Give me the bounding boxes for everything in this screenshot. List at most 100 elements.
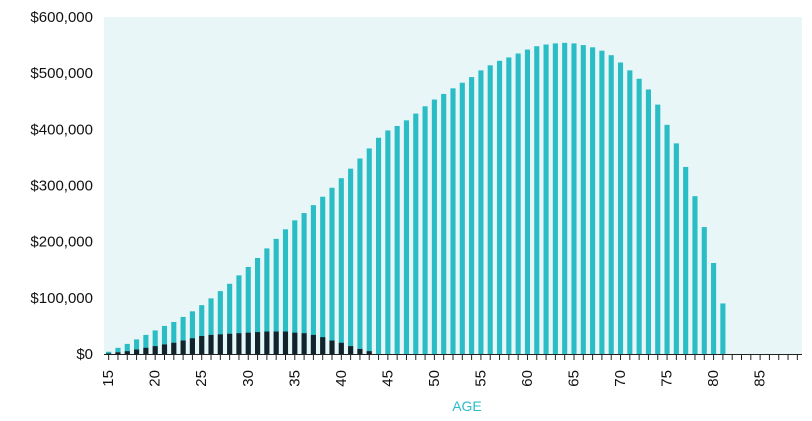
bar-dark bbox=[366, 351, 372, 354]
bar-teal bbox=[152, 330, 158, 354]
bar-teal bbox=[441, 93, 447, 354]
bar-dark bbox=[124, 351, 130, 354]
bar-teal bbox=[534, 46, 540, 354]
bar-teal bbox=[459, 82, 465, 354]
bar-teal bbox=[571, 43, 577, 354]
bar-teal bbox=[161, 325, 168, 354]
bar-teal bbox=[515, 53, 521, 355]
bar-teal bbox=[422, 106, 428, 355]
bar-dark bbox=[348, 346, 354, 354]
bar-teal bbox=[255, 257, 261, 354]
bar-teal bbox=[338, 178, 344, 354]
bar-dark bbox=[301, 333, 307, 354]
x-tick-label: 30 bbox=[240, 370, 257, 387]
bar-teal bbox=[469, 77, 475, 355]
bar-teal bbox=[227, 283, 233, 354]
x-tick-label: 75 bbox=[659, 370, 676, 387]
x-tick-label: 55 bbox=[472, 370, 489, 387]
x-tick-label: 25 bbox=[193, 370, 210, 387]
bar-teal bbox=[487, 65, 493, 354]
y-tick-label: $300,000 bbox=[30, 178, 93, 195]
bar-teal bbox=[357, 158, 363, 354]
bar-teal bbox=[273, 238, 279, 354]
y-tick-label: $600,000 bbox=[30, 9, 93, 26]
y-tick-label: $100,000 bbox=[30, 290, 93, 307]
bar-teal bbox=[282, 229, 289, 354]
bar-dark bbox=[115, 352, 121, 354]
y-tick-label: $500,000 bbox=[30, 65, 93, 82]
bar-teal bbox=[562, 42, 568, 354]
bar-dark bbox=[273, 331, 279, 354]
x-tick-label: 85 bbox=[752, 370, 769, 387]
bar-teal bbox=[106, 351, 112, 354]
bar-dark bbox=[310, 334, 316, 354]
bar-dark bbox=[264, 331, 270, 354]
bar-dark bbox=[208, 334, 214, 354]
bar-dark bbox=[292, 332, 298, 354]
bar-teal bbox=[292, 220, 298, 354]
bar-dark bbox=[245, 332, 251, 354]
bar-teal bbox=[366, 148, 372, 354]
bar-dark bbox=[236, 333, 242, 354]
bar-teal bbox=[301, 213, 307, 354]
bar-teal bbox=[590, 47, 596, 355]
bar-dark bbox=[199, 336, 205, 354]
series-teal-bars bbox=[106, 42, 726, 355]
bar-teal bbox=[143, 334, 149, 354]
bar-dark bbox=[106, 353, 112, 354]
bar-dark bbox=[329, 340, 335, 354]
x-tick-label: 35 bbox=[286, 370, 303, 387]
bar-teal bbox=[636, 78, 642, 355]
bar-teal bbox=[124, 343, 130, 354]
x-tick-label: 60 bbox=[519, 370, 536, 387]
bar-teal bbox=[310, 205, 316, 354]
bar-teal bbox=[720, 303, 726, 354]
bar-teal bbox=[199, 305, 205, 354]
bar-teal bbox=[208, 298, 214, 354]
bar-dark bbox=[180, 340, 186, 354]
bar-teal bbox=[478, 70, 484, 354]
x-tick-label: 20 bbox=[147, 370, 164, 387]
bar-dark bbox=[357, 348, 363, 354]
bar-teal bbox=[394, 125, 400, 354]
x-tick-label: 65 bbox=[565, 370, 582, 387]
bar-dark bbox=[255, 332, 261, 354]
y-tick-label: $200,000 bbox=[30, 234, 93, 251]
bar-teal bbox=[692, 196, 698, 354]
x-tick-label: 70 bbox=[612, 370, 629, 387]
bar-teal bbox=[375, 137, 382, 354]
bar-dark bbox=[161, 344, 168, 354]
bar-teal bbox=[496, 60, 503, 355]
bar-teal bbox=[599, 50, 605, 354]
bar-teal bbox=[645, 89, 651, 354]
bar-teal bbox=[524, 49, 531, 355]
bar-teal bbox=[245, 266, 251, 354]
bar-teal bbox=[115, 347, 121, 354]
bar-teal bbox=[320, 196, 326, 354]
bar-teal bbox=[664, 124, 670, 354]
series-dark-bars bbox=[106, 331, 372, 354]
y-tick-label: $400,000 bbox=[30, 121, 93, 138]
x-tick-label: 40 bbox=[333, 370, 350, 387]
bar-dark bbox=[134, 349, 140, 354]
bar-teal bbox=[543, 44, 549, 354]
bar-teal bbox=[683, 166, 689, 354]
bar-dark bbox=[171, 342, 177, 354]
bar-teal bbox=[701, 227, 707, 354]
bar-dark bbox=[282, 331, 289, 354]
bar-teal bbox=[329, 187, 335, 354]
y-axis: $0 $100,000 $200,000 $300,000 $400,000 $500,0… bbox=[30, 9, 93, 363]
x-axis-ticks bbox=[108, 354, 798, 360]
bar-teal bbox=[217, 291, 223, 354]
x-axis-labels: 15 20 25 30 35 40 45 50 55 60 65 70 75 80 85 bbox=[100, 370, 768, 387]
bar-teal bbox=[627, 70, 633, 354]
x-axis-title: AGE bbox=[452, 398, 482, 414]
x-tick-label: 45 bbox=[379, 370, 396, 387]
bar-teal bbox=[552, 43, 558, 354]
bar-teal bbox=[348, 168, 354, 354]
bar-teal bbox=[264, 248, 270, 354]
bar-teal bbox=[134, 339, 140, 354]
bar-teal bbox=[431, 99, 437, 354]
